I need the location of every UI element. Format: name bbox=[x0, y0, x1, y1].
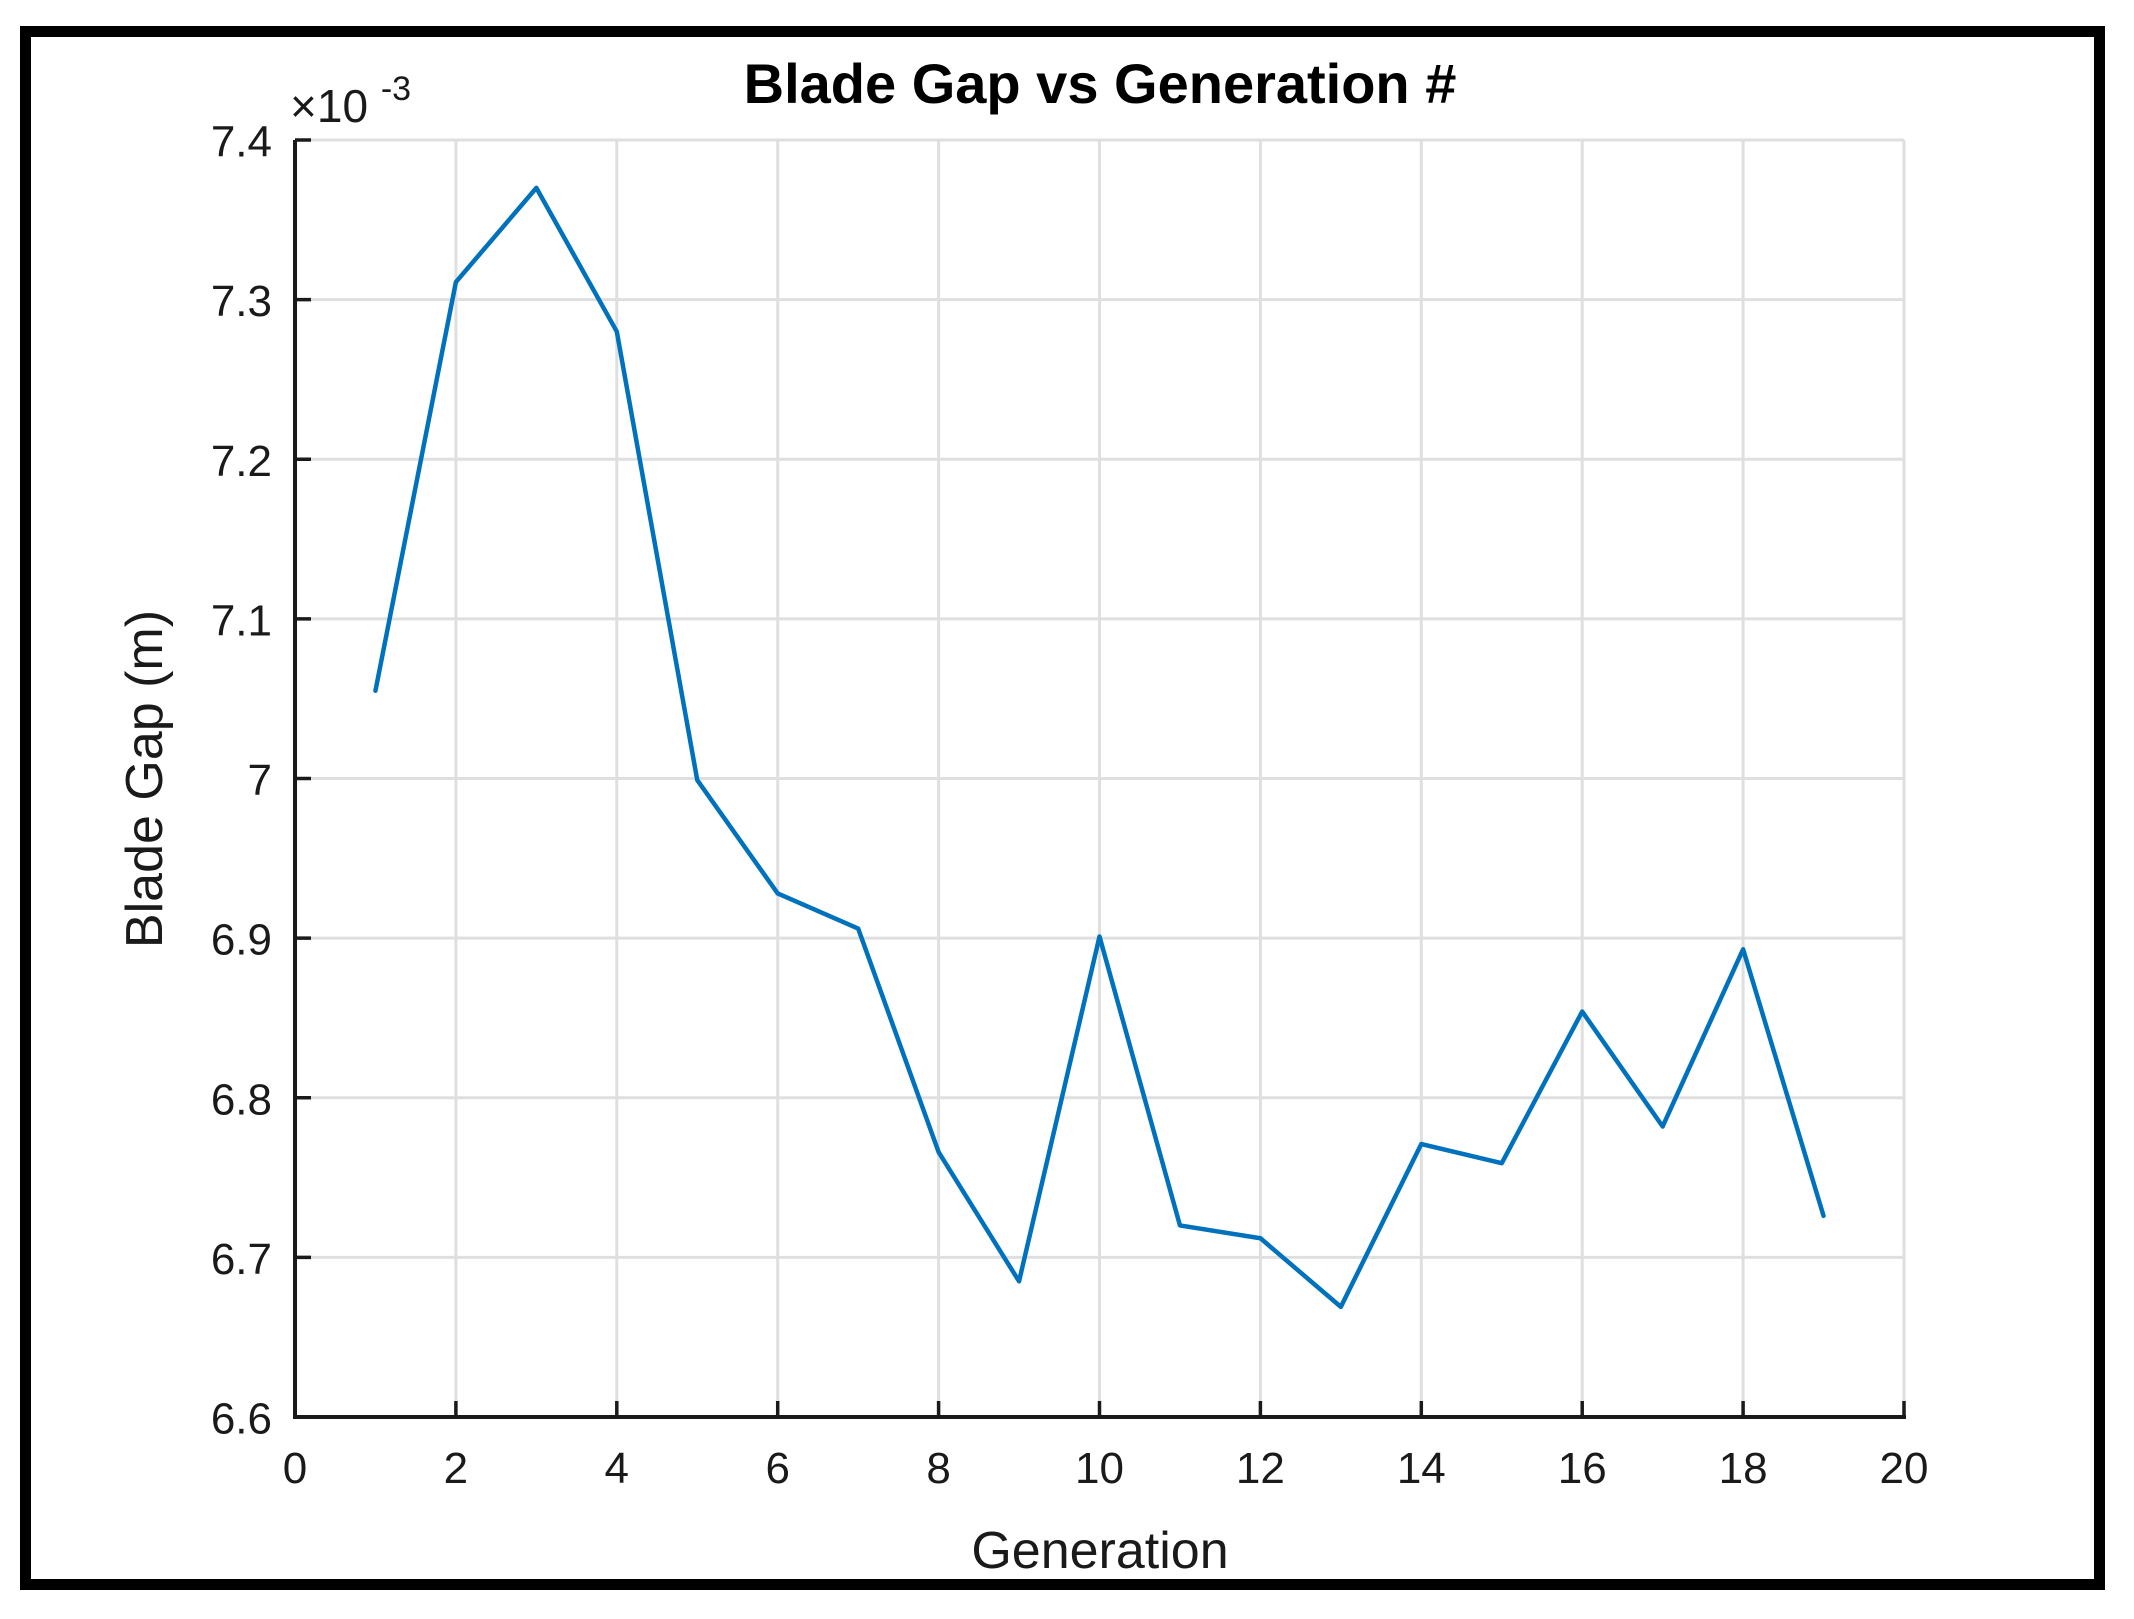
x-tick-label: 6 bbox=[765, 1444, 789, 1493]
figure-border bbox=[20, 26, 2105, 1590]
x-tick-label: 14 bbox=[1397, 1444, 1446, 1493]
x-tick-label: 2 bbox=[444, 1444, 468, 1493]
chart-title: Blade Gap vs Generation # bbox=[744, 52, 1457, 115]
x-tick-label: 8 bbox=[926, 1444, 950, 1493]
x-tick-label: 16 bbox=[1558, 1444, 1607, 1493]
y-tick-label: 7.4 bbox=[211, 118, 272, 167]
y-tick-label: 6.8 bbox=[211, 1075, 272, 1124]
blade-gap-line bbox=[373, 185, 1826, 1310]
y-tick-label: 6.6 bbox=[211, 1395, 272, 1444]
multiplier-exponent: -3 bbox=[381, 70, 411, 108]
y-tick-label: 6.7 bbox=[211, 1235, 272, 1284]
x-axis-label: Generation bbox=[971, 1522, 1228, 1580]
y-tick-label: 7.1 bbox=[211, 596, 272, 645]
x-tick-label: 12 bbox=[1236, 1444, 1285, 1493]
multiplier-base: ×10 bbox=[290, 80, 368, 132]
x-tick-label: 0 bbox=[283, 1444, 307, 1493]
x-tick-label: 20 bbox=[1880, 1444, 1929, 1493]
x-tick-label: 10 bbox=[1075, 1444, 1124, 1493]
gridlines bbox=[295, 138, 1906, 1417]
x-tick-label: 4 bbox=[605, 1444, 629, 1493]
y-axis-label: Blade Gap (m) bbox=[116, 610, 174, 948]
y-axis-multiplier: ×10 -3 bbox=[290, 70, 411, 132]
axes-spines-and-ticks bbox=[293, 138, 1906, 1419]
y-tick-label: 7.3 bbox=[211, 277, 272, 326]
y-tick-label: 6.9 bbox=[211, 916, 272, 965]
tick-labels: 0 2 4 6 8 10 12 14 16 18 20 6.6 6.7 6.8 6.9 7 7.1 7.2 7.3 7… bbox=[211, 118, 1929, 1494]
x-tick-label: 18 bbox=[1719, 1444, 1768, 1493]
data-series bbox=[373, 185, 1826, 1310]
y-tick-label: 7.2 bbox=[211, 437, 272, 486]
y-tick-label: 7 bbox=[248, 756, 272, 805]
